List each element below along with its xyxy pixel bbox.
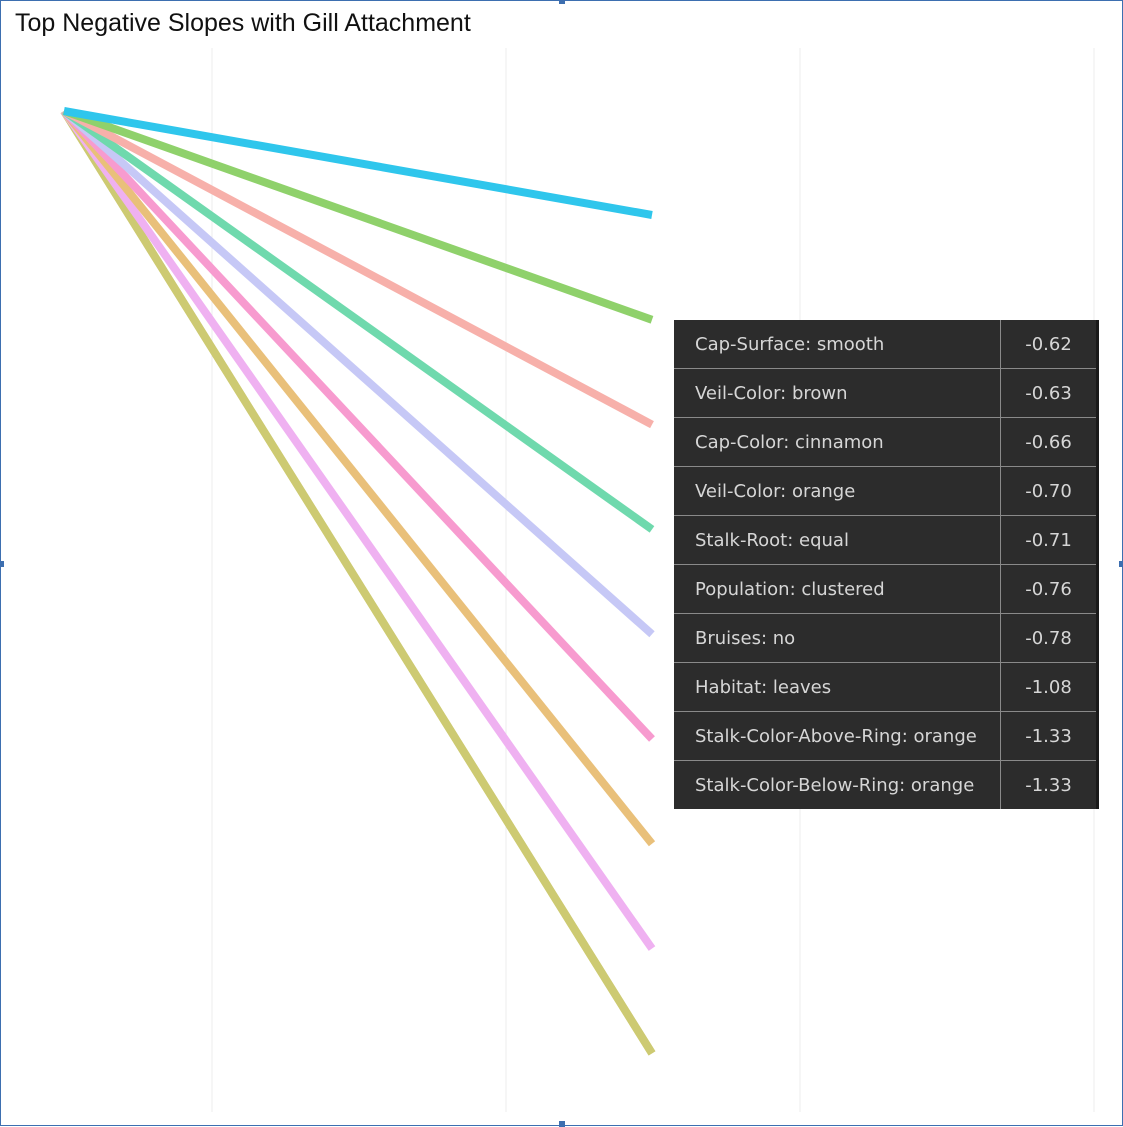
- legend-value: -1.33: [1000, 711, 1098, 761]
- series-line: [63, 107, 653, 219]
- series-line: [60, 108, 656, 951]
- legend-label: Habitat: leaves: [674, 662, 1001, 712]
- legend-row[interactable]: Stalk-Color-Above-Ring: orange -1.33: [674, 711, 1098, 761]
- legend-row[interactable]: Cap-Surface: smooth -0.62: [674, 320, 1098, 369]
- resize-handle-top[interactable]: [559, 0, 565, 4]
- legend-row[interactable]: Population: clustered -0.76: [674, 564, 1098, 614]
- series-line: [61, 108, 655, 742]
- chart-title: Top Negative Slopes with Gill Attachment: [15, 9, 471, 37]
- series-line: [61, 107, 655, 533]
- legend-row[interactable]: Bruises: no -0.78: [674, 613, 1098, 663]
- legend-value: -1.33: [1025, 774, 1072, 796]
- legend-label: Stalk-Color-Above-Ring: orange: [674, 711, 1001, 761]
- resize-handle-right[interactable]: [1119, 561, 1123, 567]
- legend-label: Veil-Color: orange: [674, 466, 1001, 516]
- legend-row[interactable]: Cap-Color: cinnamon -0.66: [674, 417, 1098, 467]
- series-line: [60, 108, 656, 847]
- resize-handle-bottom[interactable]: [559, 1121, 565, 1127]
- legend-row[interactable]: Habitat: leaves -1.08: [674, 662, 1098, 712]
- legend-value: -0.66: [1000, 417, 1098, 467]
- legend-label: Stalk-Color-Below-Ring: orange: [674, 760, 1001, 809]
- series-line: [61, 108, 655, 638]
- legend-label: Population: clustered: [674, 564, 1001, 614]
- legend-label: Cap-Surface: smooth: [674, 320, 1001, 369]
- legend-label: Cap-Color: cinnamon: [674, 417, 1001, 467]
- legend-value: -0.76: [1000, 564, 1098, 614]
- legend-table: Cap-Surface: smooth -0.62 Veil-Color: brow…: [674, 320, 1099, 809]
- legend-value: -0.62: [1000, 320, 1098, 369]
- legend-value: -0.78: [1000, 613, 1098, 663]
- resize-handle-left[interactable]: [0, 561, 4, 567]
- series-line: [60, 108, 656, 1056]
- legend-row[interactable]: Veil-Color: brown -0.63: [674, 368, 1098, 418]
- legend-row[interactable]: Veil-Color: orange -0.70: [674, 466, 1098, 516]
- series-line: [62, 107, 654, 324]
- legend-label: Bruises: no: [674, 613, 1001, 663]
- series-line: [62, 107, 654, 429]
- legend-row[interactable]: Stalk-Root: equal -0.71: [674, 515, 1098, 565]
- legend-label: Veil-Color: brown: [674, 368, 1001, 418]
- legend-row[interactable]: Stalk-Color-Below-Ring: orange -1.33: [674, 760, 1098, 809]
- legend-value: -0.71: [1000, 515, 1098, 565]
- legend-value: -0.63: [1000, 368, 1098, 418]
- legend-value: -0.70: [1000, 466, 1098, 516]
- legend-value: -1.08: [1000, 662, 1098, 712]
- series-lines: [60, 107, 656, 1056]
- legend-label: Stalk-Root: equal: [674, 515, 1001, 565]
